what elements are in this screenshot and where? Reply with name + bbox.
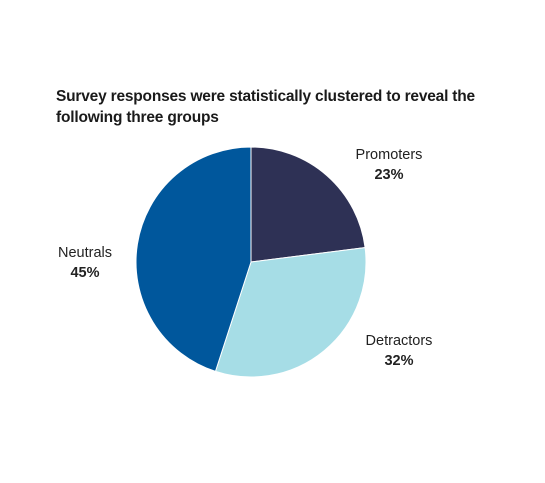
pie-slice-neutrals [135,146,252,373]
detractors-percent: 32% [384,353,414,369]
neutrals-label: Neutrals [58,245,112,261]
chart-title: Survey responses were statistically clus… [56,88,475,126]
detractors-label: Detractors [365,333,433,349]
neutrals-percent: 45% [70,265,100,281]
pie-slice-promoters [250,146,366,263]
promoters-percent: 23% [374,167,404,183]
pie-slice-detractors [214,247,367,378]
slice-label-neutrals: Neutrals 45% [40,243,130,283]
slice-label-promoters: Promoters 23% [344,145,434,185]
promoters-label: Promoters [355,147,423,163]
slice-label-detractors: Detractors 32% [354,331,444,371]
